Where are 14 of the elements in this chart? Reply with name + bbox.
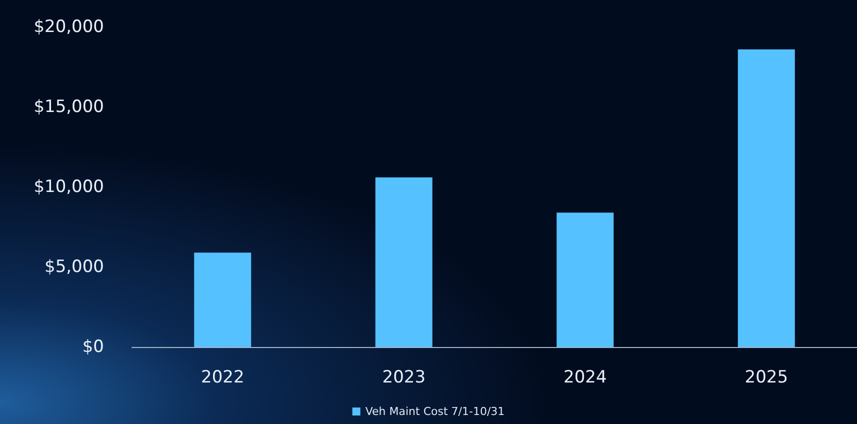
x-tick-label: 2024	[563, 368, 607, 388]
y-tick-label: $0	[82, 337, 104, 357]
x-tick-label: 2023	[382, 368, 426, 388]
x-tick-label: 2025	[744, 368, 788, 388]
y-tick-label: $15,000	[34, 97, 104, 117]
y-tick-label: $5,000	[44, 257, 104, 277]
bar	[375, 177, 432, 347]
y-tick-label: $10,000	[34, 177, 104, 197]
y-tick-label: $20,000	[34, 17, 104, 37]
bar	[194, 252, 252, 347]
legend-label: Veh Maint Cost 7/1-10/31	[365, 405, 505, 418]
bar	[556, 212, 614, 347]
bar	[738, 49, 795, 347]
x-tick-label: 2022	[200, 368, 244, 388]
